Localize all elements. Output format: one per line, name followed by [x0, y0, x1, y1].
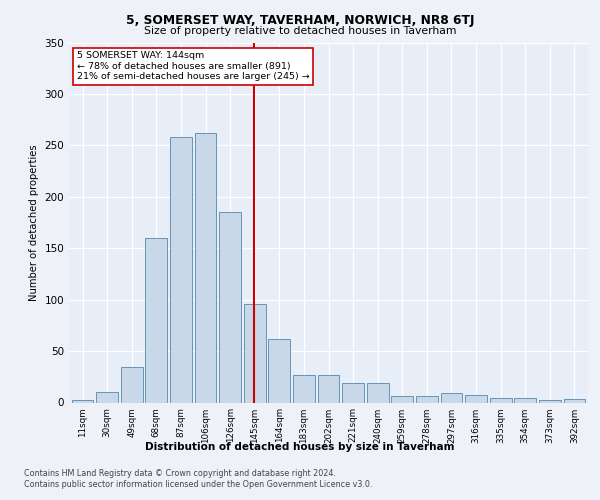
Bar	[194, 133, 217, 402]
Bar	[367, 383, 389, 402]
Text: Contains HM Land Registry data © Crown copyright and database right 2024.: Contains HM Land Registry data © Crown c…	[24, 469, 336, 478]
Bar	[391, 396, 413, 402]
Bar	[72, 400, 94, 402]
Bar	[465, 396, 487, 402]
Text: 5 SOMERSET WAY: 144sqm
← 78% of detached houses are smaller (891)
21% of semi-de: 5 SOMERSET WAY: 144sqm ← 78% of detached…	[77, 52, 310, 82]
Bar	[563, 400, 585, 402]
Bar	[416, 396, 438, 402]
Bar	[293, 374, 315, 402]
Bar	[219, 212, 241, 402]
Bar	[490, 398, 512, 402]
Text: 5, SOMERSET WAY, TAVERHAM, NORWICH, NR8 6TJ: 5, SOMERSET WAY, TAVERHAM, NORWICH, NR8 …	[126, 14, 474, 27]
Text: Distribution of detached houses by size in Taverham: Distribution of detached houses by size …	[145, 442, 455, 452]
Bar	[268, 338, 290, 402]
Bar	[97, 392, 118, 402]
Bar	[539, 400, 560, 402]
Bar	[440, 393, 463, 402]
Y-axis label: Number of detached properties: Number of detached properties	[29, 144, 39, 301]
Bar	[121, 366, 143, 402]
Bar	[170, 137, 192, 402]
Bar	[514, 398, 536, 402]
Text: Size of property relative to detached houses in Taverham: Size of property relative to detached ho…	[144, 26, 456, 36]
Bar	[244, 304, 266, 402]
Bar	[342, 383, 364, 402]
Text: Contains public sector information licensed under the Open Government Licence v3: Contains public sector information licen…	[24, 480, 373, 489]
Bar	[317, 374, 340, 402]
Bar	[145, 238, 167, 402]
